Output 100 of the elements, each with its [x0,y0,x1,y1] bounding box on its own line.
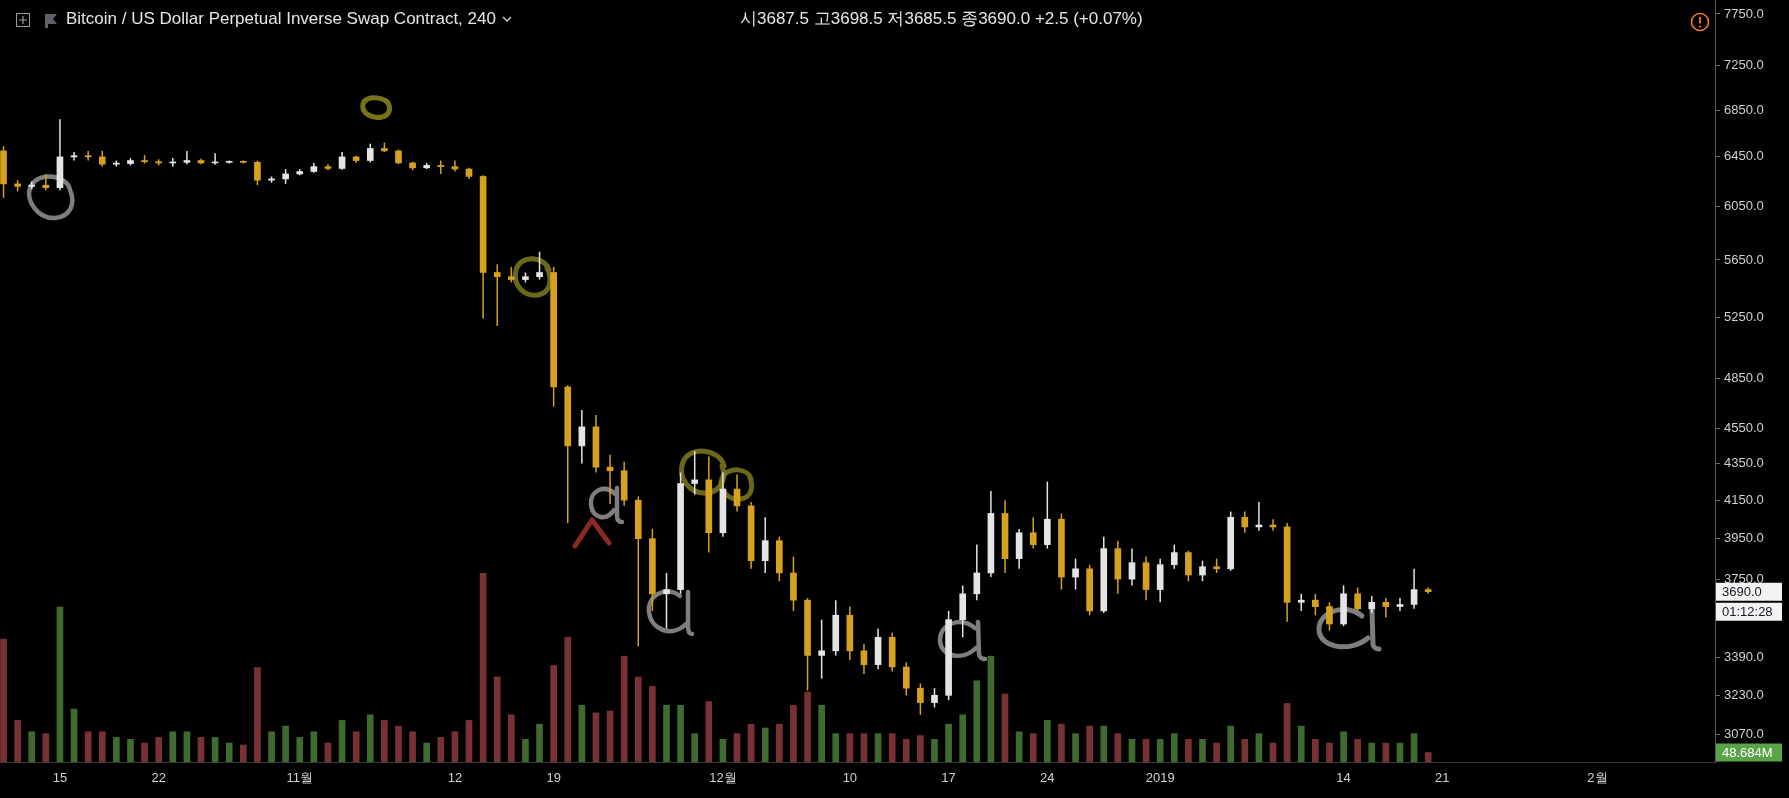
bar [1086,725,1093,762]
candlestick [1396,597,1404,612]
x-tick-label: 19 [546,770,561,786]
y-tick-label: 6450.0 [1724,148,1764,164]
y-tick-label: 7250.0 [1724,57,1764,73]
bar [1100,725,1108,762]
bar [846,733,854,762]
bar [691,733,699,762]
bar [113,737,120,762]
bar [1029,733,1037,762]
y-tick-label: 3950.0 [1724,530,1764,546]
bar [141,742,148,762]
bar [747,723,755,762]
bar [634,676,642,762]
candlestick [1312,593,1319,616]
candlestick [493,263,501,327]
bar [268,731,275,762]
bar [874,733,882,762]
bar [1199,738,1206,762]
y-tick-label: 5250.0 [1724,308,1764,324]
x-tick-label: 14 [1336,770,1351,786]
bar [197,737,205,762]
candlestick [1185,549,1192,582]
x-tick-label: 15 [52,770,68,786]
x-tick-label: 2월 [1587,770,1608,786]
y-tick-label: 3390.0 [1724,649,1764,665]
bar [127,738,134,762]
bar [155,737,163,762]
bar [1044,720,1051,762]
bar [945,723,952,762]
y-tick-label: 4150.0 [1724,491,1764,507]
bar [776,723,783,762]
candlestick [254,159,261,186]
bar [437,737,445,762]
bar [1227,725,1235,762]
bar [296,737,304,762]
bar [183,731,191,762]
candlestick [902,661,910,697]
bar [239,744,247,762]
bar [1156,738,1164,762]
candlestick [931,687,938,709]
text: 3690.0 [1722,584,1762,600]
candlestick [818,618,825,680]
candlestick [183,150,191,165]
y-tick-label: 3070.0 [1724,726,1764,742]
bar [1255,733,1263,762]
x-tick-label: 17 [941,770,956,786]
bar [536,723,543,762]
text: 시3687.5 고3698.5 저3685.5 종3690.0 +2.5 (+0.07%) [740,9,1143,29]
bar [1283,703,1291,762]
bar [1424,752,1432,762]
candlestick [917,682,924,716]
candlestick [1410,568,1418,610]
candlestick [663,572,670,630]
bar [381,720,388,762]
bar [818,704,825,762]
bar [451,731,459,762]
bar [902,738,910,762]
bar [564,636,572,762]
bar [1015,731,1023,762]
bar [395,725,402,762]
bar [761,727,769,762]
bar [1312,738,1319,762]
y-tick-label: 6850.0 [1724,101,1764,117]
bar [888,733,896,762]
bar [1326,742,1333,762]
bar [959,714,967,762]
y-tick-label: 3750.0 [1724,570,1764,586]
bar [733,733,741,762]
candlestick [973,543,981,601]
bar [84,731,92,762]
bar [254,667,261,762]
candlestick [70,151,78,162]
candlestick [437,159,445,175]
candlestick [1029,516,1037,550]
candlestick [1072,557,1079,591]
bar [649,686,656,762]
bar [1297,725,1305,762]
bar [56,606,64,762]
candlestick [1241,510,1249,534]
bar [0,638,7,762]
candlestick [1326,601,1333,632]
bar [719,738,727,762]
bar [211,737,219,762]
bar [1340,731,1347,762]
bar [1072,733,1079,762]
bar [409,731,416,762]
bar [931,738,938,762]
candlestick [84,150,92,162]
bar [620,655,628,762]
y-tick-label: 4550.0 [1724,420,1764,436]
bar [479,573,487,762]
bar [1241,738,1249,762]
candlestick [691,450,699,496]
candlestick [536,251,543,281]
bar [1368,742,1376,762]
x-tick-label: 2019 [1145,770,1175,786]
bar [70,708,78,762]
bar [804,691,811,762]
x-tick-label: 24 [1040,770,1055,786]
